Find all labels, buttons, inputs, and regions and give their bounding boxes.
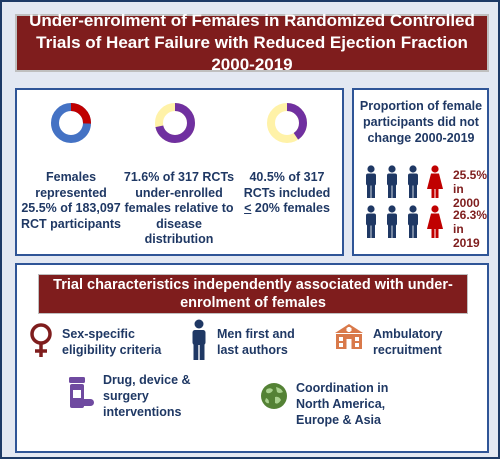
donut-under-enrolled (155, 103, 195, 143)
globe-icon (261, 383, 287, 409)
characteristics-panel: Trial characteristics independently asso… (15, 263, 489, 453)
people-row-2000 (366, 165, 443, 198)
char-ambulatory: Ambulatory recruitment (373, 327, 443, 357)
pct-2019: 26.3% in 2019 (453, 208, 488, 250)
female-symbol-icon (30, 323, 52, 357)
pct-2000: 25.5% in 2000 (453, 168, 488, 210)
char-interventions: Drug, device & surgery interventions (103, 373, 191, 419)
stat-twenty-percent-le-sign: < (244, 201, 252, 215)
stats-panel: Females represented 25.5% of 183,097 RCT… (15, 88, 344, 256)
stat-twenty-percent: 40.5% of 317 RCTs included < 20% females (233, 170, 341, 217)
donut-twenty-percent (267, 103, 307, 143)
proportion-title: Proportion of female participants did no… (359, 99, 483, 145)
people-row-2019 (366, 205, 443, 238)
characteristics-title: Trial characteristics independently asso… (38, 274, 468, 314)
proportion-panel: Proportion of female participants did no… (352, 88, 489, 256)
stat-twenty-percent-suffix: 20% females (251, 201, 330, 215)
man-icon (192, 319, 206, 360)
stat-twenty-percent-prefix: 40.5% of 317 RCTs included (243, 170, 331, 200)
pill-bottle-icon (69, 377, 94, 408)
char-sex-specific: Sex-specific eligibility criteria (62, 327, 162, 357)
char-men-authors: Men first and last authors (217, 327, 295, 357)
stat-female-share: Females represented 25.5% of 183,097 RCT… (20, 170, 121, 231)
char-coordination: Coordination in North America, Europe & … (296, 381, 389, 427)
main-title: Under-enrolment of Females in Randomized… (15, 11, 489, 74)
stat-under-enrolled: 71.6% of 317 RCTs under-enrolled females… (123, 170, 235, 246)
hospital-building-icon (335, 324, 363, 349)
donut-female-share (51, 103, 91, 143)
